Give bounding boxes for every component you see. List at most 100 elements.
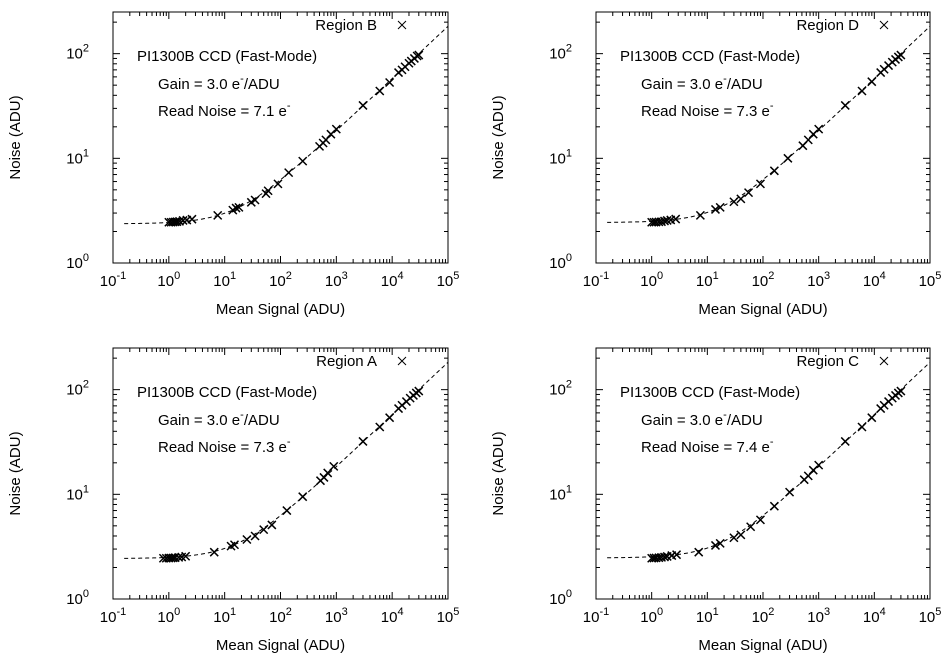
y-tick-label: 102 (549, 379, 572, 399)
x-tick-label: 101 (213, 606, 236, 626)
y-tick-label: 100 (66, 588, 89, 608)
x-tick-label: 101 (696, 606, 719, 626)
data-point-marker (814, 124, 824, 134)
data-point-marker (181, 551, 191, 561)
y-axis-label: Noise (ADU) (7, 95, 24, 179)
data-point-marker (414, 386, 424, 396)
legend-marker (879, 20, 889, 30)
x-tick-label: 100 (640, 270, 663, 290)
x-axis-label: Mean Signal (ADU) (698, 637, 827, 654)
x-axis-label: Mean Signal (ADU) (216, 301, 345, 318)
x-tick-label: 105 (919, 270, 941, 290)
read-noise-annotation: Read Noise = 7.3 e- (158, 436, 291, 456)
read-noise-annotation: Read Noise = 7.4 e- (641, 436, 774, 456)
legend-marker (397, 356, 407, 366)
data-point-marker (785, 487, 795, 497)
chart-panel-1: 10-1 100 101 102 103 104 105 100 101 102 Mean Sign… (7, 11, 460, 318)
data-point-marker (414, 50, 424, 60)
data-point-marker (746, 522, 756, 532)
data-point-marker (375, 422, 385, 432)
data-point-marker (284, 168, 294, 178)
x-tick-label: 103 (325, 606, 348, 626)
camera-annotation: PI1300B CCD (Fast-Mode) (137, 48, 317, 65)
data-point-marker (259, 525, 269, 535)
chart-panel-2: 10-1 100 101 102 103 104 105 100 101 102 Mean Sign… (490, 11, 941, 318)
data-point-marker (375, 86, 385, 96)
data-point-marker (736, 530, 746, 540)
legend-marker (397, 20, 407, 30)
x-tick-label: 100 (157, 270, 180, 290)
y-tick-label: 102 (66, 379, 89, 399)
x-tick-label: 105 (919, 606, 941, 626)
x-tick-label: 105 (437, 270, 460, 290)
x-tick-label: 104 (381, 606, 404, 626)
y-axis-label: Noise (ADU) (490, 95, 507, 179)
y-tick-label: 101 (549, 483, 572, 503)
data-point-marker (840, 436, 850, 446)
x-tick-label: 100 (640, 606, 663, 626)
data-point-marker (729, 533, 739, 543)
data-point-marker (263, 186, 273, 196)
data-point-marker (662, 215, 672, 225)
read-noise-annotation: Read Noise = 7.1 e- (158, 100, 291, 120)
x-tick-label: 104 (381, 270, 404, 290)
data-point-marker (229, 540, 240, 550)
data-point-marker (694, 547, 704, 557)
x-axis-label: Mean Signal (ADU) (216, 637, 345, 654)
data-point-marker (358, 100, 368, 110)
data-point-marker (385, 413, 395, 423)
data-point-marker (242, 534, 252, 545)
data-point-marker (671, 214, 681, 224)
chart-panel-4: 10-1 100 101 102 103 104 105 100 101 102 Mean Sign… (490, 347, 941, 654)
legend-label: Region C (796, 353, 859, 370)
data-point-marker (209, 547, 219, 557)
data-point-marker (250, 531, 260, 541)
data-point-marker (267, 520, 277, 530)
x-tick-label: 10-1 (583, 270, 609, 290)
gain-annotation: Gain = 3.0 e-/ADU (641, 409, 763, 429)
data-point-marker (814, 460, 824, 470)
data-point-marker (896, 386, 906, 396)
x-tick-label: 10-1 (100, 270, 126, 290)
data-point-marker (744, 188, 754, 198)
data-point-marker (840, 100, 850, 110)
x-tick-label: 101 (213, 270, 236, 290)
gain-annotation: Gain = 3.0 e-/ADU (158, 409, 280, 429)
x-tick-label: 102 (269, 270, 292, 290)
chart-panel-3: 10-1 100 101 102 103 104 105 100 101 102 Mean Sign… (7, 347, 459, 654)
y-tick-label: 101 (66, 483, 89, 503)
legend-marker (879, 356, 889, 366)
data-point-marker (273, 179, 283, 189)
data-point-marker (187, 214, 197, 224)
data-point-marker (755, 515, 765, 525)
x-tick-label: 104 (863, 606, 886, 626)
gain-annotation: Gain = 3.0 e-/ADU (641, 73, 763, 93)
data-point-marker (729, 197, 739, 207)
data-point-marker (298, 492, 308, 502)
data-point-marker (213, 210, 223, 220)
data-point-marker (710, 540, 720, 550)
data-point-marker (769, 501, 779, 511)
y-tick-label: 100 (549, 252, 572, 272)
data-point-marker (385, 77, 395, 88)
camera-annotation: PI1300B CCD (Fast-Mode) (620, 384, 800, 401)
x-axis-label: Mean Signal (ADU) (698, 301, 827, 318)
x-tick-label: 101 (696, 270, 719, 290)
read-noise-annotation: Read Noise = 7.3 e- (641, 100, 774, 120)
data-point-marker (358, 436, 368, 446)
data-point-marker (896, 50, 906, 60)
data-point-marker (857, 86, 867, 96)
data-point-marker (715, 538, 725, 548)
data-point-marker (234, 202, 244, 212)
data-point-marker (867, 413, 877, 423)
x-tick-label: 102 (269, 606, 292, 626)
y-tick-label: 101 (549, 147, 572, 167)
data-point-marker (672, 550, 682, 560)
y-tick-label: 101 (66, 147, 89, 167)
data-point-marker (250, 195, 260, 205)
camera-annotation: PI1300B CCD (Fast-Mode) (620, 48, 800, 65)
data-point-marker (783, 153, 793, 163)
data-point-marker (329, 461, 339, 471)
data-point-marker (178, 215, 188, 225)
